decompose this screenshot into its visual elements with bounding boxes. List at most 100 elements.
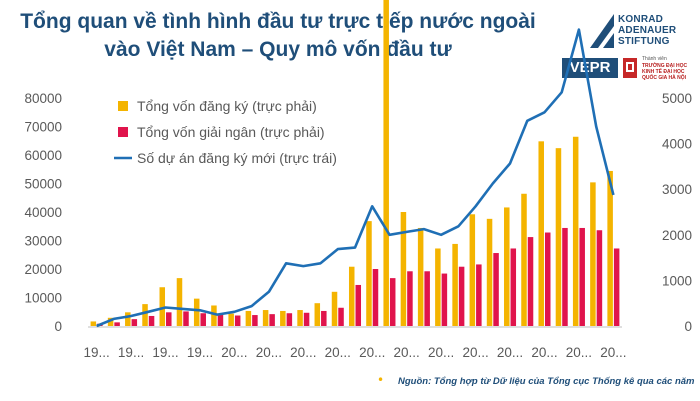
disbursed-capital-bar bbox=[148, 315, 155, 326]
left-tick-label: 80000 bbox=[24, 91, 62, 106]
x-tick-label: 19... bbox=[83, 345, 109, 360]
registered-capital-bar bbox=[107, 317, 114, 326]
vepr-logo: VEPR bbox=[562, 58, 618, 78]
disbursed-capital-bar bbox=[544, 232, 551, 326]
ueb-name-text: TRƯỜNG ĐẠI HỌC KINH TẾ ĐẠI HỌC QUỐC GIA … bbox=[642, 63, 688, 81]
registered-capital-bar bbox=[366, 221, 372, 326]
registered-capital-bar bbox=[435, 248, 441, 326]
disbursed-capital-bar bbox=[424, 271, 430, 326]
disbursed-capital-bar bbox=[355, 284, 362, 326]
new-projects-line bbox=[96, 28, 615, 328]
x-tick-label: 19... bbox=[152, 345, 178, 360]
line-group bbox=[96, 28, 615, 328]
registered-capital-bar bbox=[452, 243, 458, 326]
disbursed-capital-bar bbox=[321, 310, 327, 326]
ueb-member-label: Thành viên bbox=[642, 56, 667, 62]
registered-capital-bar bbox=[228, 313, 234, 326]
disbursed-capital-bar bbox=[114, 322, 120, 326]
registered-capital-bar bbox=[159, 287, 166, 326]
registered-capital-bar bbox=[400, 212, 407, 326]
disbursed-capital-bar bbox=[527, 237, 534, 326]
x-tick-label: 20... bbox=[359, 345, 385, 360]
left-tick-label: 30000 bbox=[24, 234, 62, 249]
disbursed-capital-bar bbox=[131, 319, 138, 326]
right-tick-label: 5000 bbox=[662, 91, 692, 106]
disbursed-capital-bar bbox=[493, 253, 499, 326]
disbursed-capital-bar bbox=[613, 248, 620, 326]
disbursed-capital-bar bbox=[596, 230, 603, 326]
registered-capital-bar bbox=[314, 303, 321, 326]
left-tick-label: 40000 bbox=[24, 205, 62, 220]
right-tick-label: 3000 bbox=[662, 182, 692, 197]
x-tick-label: 19... bbox=[187, 345, 213, 360]
disbursed-capital-bar bbox=[217, 314, 224, 326]
left-tick-label: 60000 bbox=[24, 148, 62, 163]
x-tick-label: 20... bbox=[221, 345, 247, 360]
disbursed-capital-bar bbox=[441, 273, 448, 326]
right-tick-label: 4000 bbox=[662, 137, 692, 152]
disbursed-capital-bar bbox=[286, 313, 293, 326]
registered-capital-bar bbox=[348, 266, 355, 326]
disbursed-capital-bar bbox=[166, 312, 172, 326]
x-tick-label: 20... bbox=[290, 345, 316, 360]
disbursed-capital-bar bbox=[372, 269, 379, 326]
disbursed-capital-bar bbox=[562, 227, 568, 326]
x-tick-label: 20... bbox=[394, 345, 420, 360]
disbursed-capital-bar bbox=[510, 248, 517, 326]
left-tick-label: 70000 bbox=[24, 120, 62, 135]
registered-capital-bar bbox=[297, 310, 303, 326]
x-tick-label: 20... bbox=[325, 345, 351, 360]
disbursed-capital-bar bbox=[476, 264, 482, 326]
disbursed-capital-bar bbox=[458, 266, 465, 326]
disbursed-capital-bar bbox=[234, 315, 241, 326]
x-tick-label: 20... bbox=[497, 345, 523, 360]
left-tick-label: 20000 bbox=[24, 262, 62, 277]
kas-wordmark: KONRAD ADENAUER STIFTUNG bbox=[618, 14, 677, 47]
x-tick-label: 20... bbox=[566, 345, 592, 360]
disbursed-capital-bar bbox=[183, 311, 189, 326]
registered-capital-bar bbox=[331, 291, 338, 326]
registered-capital-bar bbox=[211, 305, 217, 326]
registered-capital-bar bbox=[142, 304, 148, 326]
disbursed-capital-bar bbox=[252, 315, 258, 326]
x-axis: 19... 19... 19... 19... 20... 20... 20... 20...… bbox=[83, 326, 627, 360]
registered-capital-bar bbox=[590, 182, 596, 326]
registered-capital-bar bbox=[521, 193, 527, 326]
kas-triangle-icon bbox=[590, 14, 614, 48]
disbursed-capital-bar bbox=[269, 314, 275, 326]
registered-capital-bar bbox=[504, 207, 510, 326]
disbursed-capital-bar bbox=[579, 227, 585, 326]
disbursed-capital-bar bbox=[303, 312, 310, 326]
right-y-axis: 0 1000 2000 3000 4000 5000 bbox=[662, 91, 692, 334]
right-tick-label: 0 bbox=[684, 319, 692, 334]
right-tick-label: 1000 bbox=[662, 273, 692, 288]
x-tick-label: 20... bbox=[256, 345, 282, 360]
left-tick-label: 10000 bbox=[24, 291, 62, 306]
left-y-axis: 0 10000 20000 30000 40000 50000 60000 70000 8000… bbox=[24, 91, 62, 334]
registered-capital-bar bbox=[555, 148, 562, 326]
registered-capital-bar bbox=[262, 310, 269, 326]
disbursed-capital-bar bbox=[389, 278, 396, 326]
registered-capital-bar bbox=[90, 321, 97, 326]
page-title: Tổng quan về tình hình đầu tư trực tiếp … bbox=[20, 10, 536, 61]
legend-label: Số dự án đăng ký mới (trực trái) bbox=[137, 150, 337, 166]
registered-capital-bar bbox=[125, 312, 131, 326]
bars-group bbox=[90, 0, 620, 326]
ueb-logo: Thành viên TRƯỜNG ĐẠI HỌC KINH TẾ ĐẠI HỌ… bbox=[622, 56, 700, 82]
x-tick-label: 20... bbox=[531, 345, 557, 360]
legend-label: Tổng vốn giải ngân (trực phải) bbox=[137, 124, 325, 140]
registered-capital-bar bbox=[245, 310, 252, 326]
disbursed-capital-bar bbox=[200, 313, 206, 326]
konrad-adenauer-logo: KONRAD ADENAUER STIFTUNG bbox=[590, 14, 698, 50]
legend-swatch bbox=[118, 127, 128, 137]
left-tick-label: 50000 bbox=[24, 177, 62, 192]
disbursed-capital-bar bbox=[407, 271, 413, 326]
left-tick-label: 0 bbox=[54, 319, 62, 334]
registered-capital-bar bbox=[572, 136, 579, 326]
disbursed-capital-bar bbox=[338, 307, 344, 326]
registered-capital-bar bbox=[193, 298, 200, 326]
registered-capital-bar bbox=[417, 227, 424, 326]
legend-swatch bbox=[118, 101, 128, 111]
registered-capital-bar bbox=[607, 170, 613, 326]
